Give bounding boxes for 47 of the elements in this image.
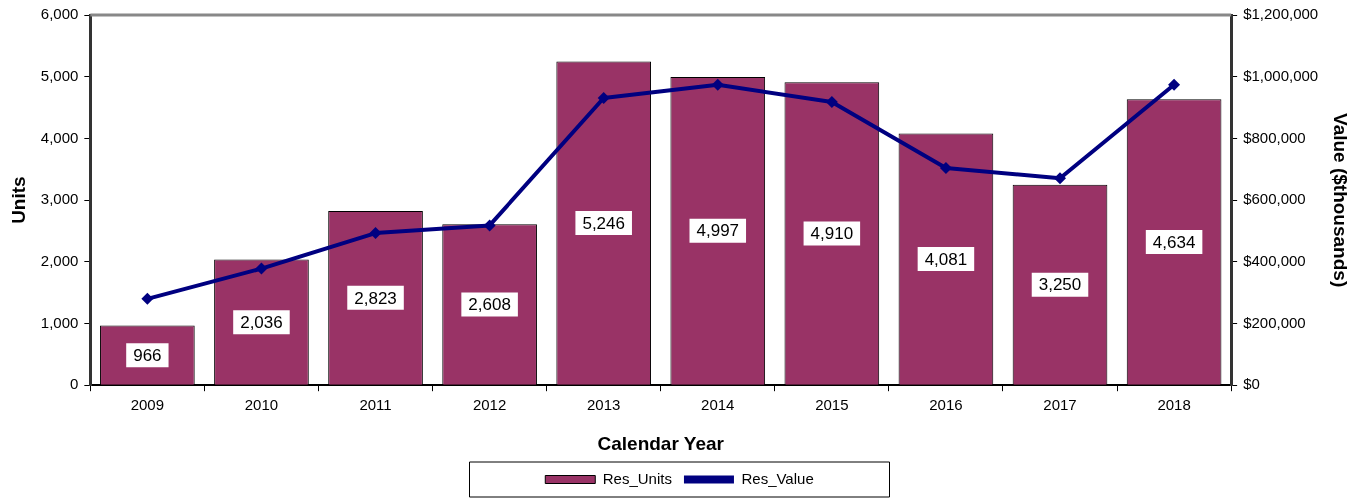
data-label: 966 [133,345,162,365]
x-tick-label: 2015 [815,396,849,414]
data-label: 4,997 [696,221,740,241]
y2-tick-label: $1,000,000 [1243,66,1319,84]
point [1054,172,1067,185]
data-label: 4,634 [1152,232,1196,252]
x-tick-label: 2017 [1043,396,1077,414]
y-tick-label: 6,000 [40,5,79,23]
y-tick-label: 0 [69,375,79,393]
data-label: 2,036 [240,312,283,332]
y-tick-label: 2,000 [40,251,79,269]
x-axis-title: Calendar Year [597,432,725,454]
point [141,292,154,305]
y-axis-title: Units [7,176,29,224]
x-tick-label: 2012 [472,396,507,414]
point [711,78,724,91]
y2-tick-label: $0 [1243,375,1260,393]
y2-tick-label: $600,000 [1243,190,1306,208]
point [597,91,610,104]
y2-tick-label: $400,000 [1243,251,1306,269]
x-tick-label: 2014 [701,396,735,414]
x-tick-label: 2013 [587,396,621,414]
x-tick-label: 2016 [929,396,963,414]
y2-axis-title: Value ($thousands) [1330,113,1352,288]
data-label: 4,081 [924,249,968,269]
legend-label: Res_Units [602,469,672,487]
point [369,227,382,240]
x-tick-label: 2011 [359,396,392,414]
data-label: 2,823 [354,288,397,308]
point [255,262,268,275]
y-tick-label: 1,000 [40,313,79,331]
data-label: 2,608 [468,295,511,315]
y-tick-label: 5,000 [40,66,79,84]
y-tick-label: 3,000 [40,190,79,208]
y2-tick-label: $1,200,000 [1243,5,1319,23]
point [1168,78,1181,91]
data-label: 3,250 [1038,275,1082,295]
y-tick-label: 4,000 [40,128,79,146]
point [939,162,952,175]
y2-tick-label: $200,000 [1243,313,1306,331]
data-label: 5,246 [582,213,625,233]
y2-tick-label: $800,000 [1243,128,1306,146]
legend-label: Res_Value [741,469,814,487]
x-tick-label: 2010 [244,396,279,414]
x-tick-label: 2018 [1157,396,1191,414]
x-tick-label: 2009 [130,396,165,414]
data-label: 4,910 [810,224,854,244]
